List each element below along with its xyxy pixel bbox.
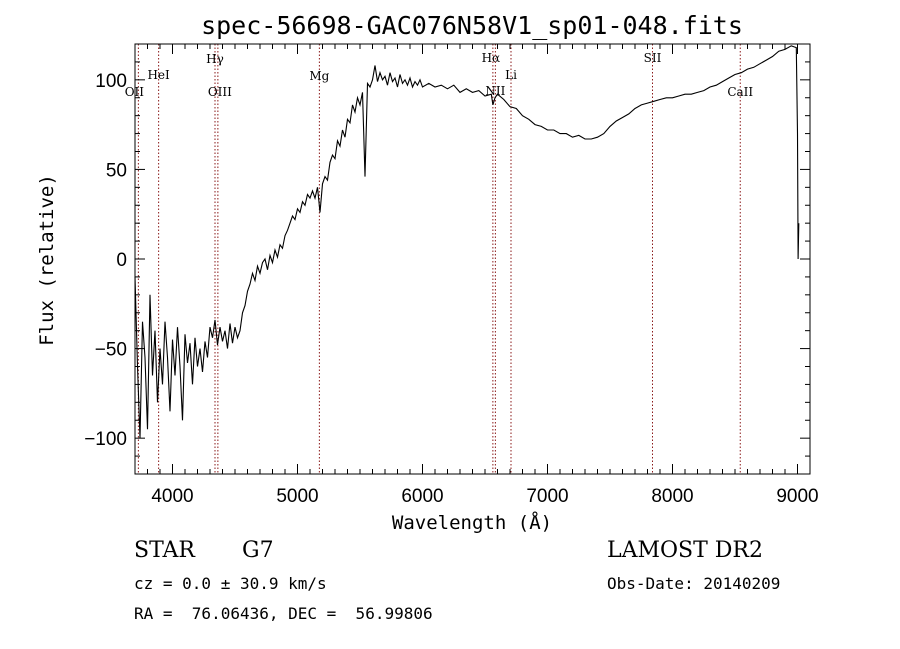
spectral-line-label: Hγ xyxy=(206,52,224,66)
x-tick-label: 8000 xyxy=(651,486,693,507)
object-class: STAR xyxy=(134,538,195,563)
chart-title: spec-56698-GAC076N58V1_sp01-048.fits xyxy=(201,11,743,40)
y-tick-label: 50 xyxy=(106,160,127,181)
spectral-line-label: CaII xyxy=(727,85,753,99)
redshift-readout: cz = 0.0 ± 30.9 km/s xyxy=(134,574,327,593)
x-axis-label: Wavelength (Å) xyxy=(392,511,552,534)
spectral-line-label: OIII xyxy=(208,85,232,99)
y-tick-label: −100 xyxy=(84,429,127,450)
y-tick-label: −50 xyxy=(95,340,127,361)
spectral-line-label: Hα xyxy=(482,51,501,65)
spectral-line-label: SII xyxy=(644,51,662,65)
survey-name: LAMOST DR2 xyxy=(607,538,763,563)
x-tick-label: 7000 xyxy=(526,486,568,507)
spectrum-line xyxy=(134,45,800,439)
observation-date: Obs-Date: 20140209 xyxy=(607,574,781,593)
spectral-line-label: Mg xyxy=(309,69,329,83)
object-subclass: G7 xyxy=(242,538,274,563)
spectral-line-label: NII xyxy=(485,84,505,98)
x-tick-label: 5000 xyxy=(276,486,318,507)
spectral-line-label: Li xyxy=(505,68,517,82)
y-tick-label: 0 xyxy=(116,250,127,271)
spectral-line-label: HeI xyxy=(147,68,170,82)
x-tick-label: 6000 xyxy=(401,486,443,507)
x-tick-label: 9000 xyxy=(776,486,818,507)
plot-frame xyxy=(134,43,811,475)
y-tick-label: 100 xyxy=(95,71,127,92)
coordinates-readout: RA = 76.06436, DEC = 56.99806 xyxy=(134,604,433,623)
y-axis-label: Flux (relative) xyxy=(36,174,58,346)
x-tick-label: 4000 xyxy=(151,486,193,507)
